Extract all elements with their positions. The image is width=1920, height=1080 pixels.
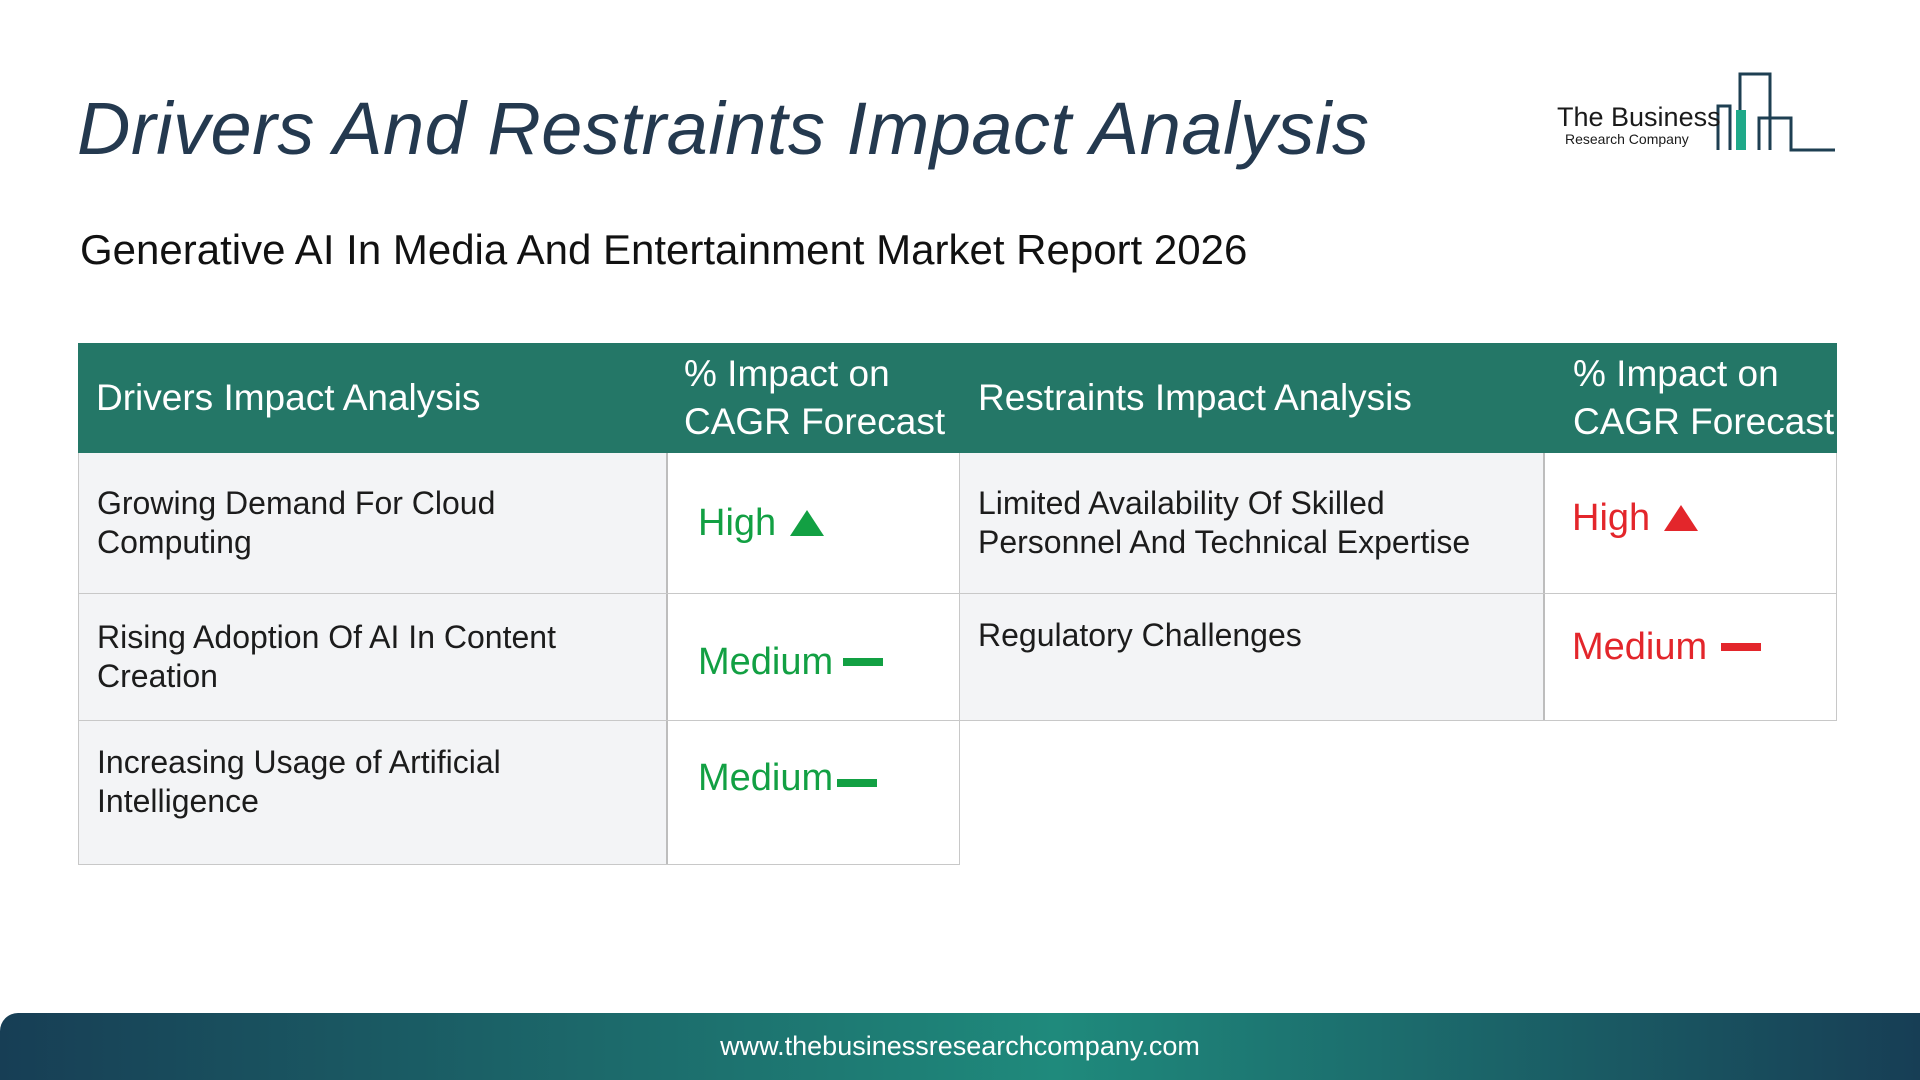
impact-cell: Medium	[1545, 594, 1837, 720]
drivers-impact-column-header: % Impact on CAGR Forecast	[684, 352, 946, 442]
table-row: Increasing Usage of Artificial Intellige…	[78, 721, 960, 865]
dash-icon	[1721, 643, 1762, 651]
table-row: Regulatory Challenges Medium	[960, 594, 1837, 721]
arrow-up-icon	[1664, 505, 1699, 531]
impact-label: Medium	[698, 757, 834, 799]
restraints-table-header: Restraints Impact Analysis % Impact on C…	[960, 343, 1837, 453]
table-row: Rising Adoption Of AI In Content Creatio…	[78, 594, 960, 721]
impact-label: Medium	[1572, 625, 1708, 668]
drivers-column-header: Drivers Impact Analysis	[96, 377, 481, 418]
arrow-up-icon	[790, 510, 825, 536]
restraints-table: Restraints Impact Analysis % Impact on C…	[960, 343, 1837, 721]
restraint-cell: Regulatory Challenges	[960, 594, 1545, 720]
dash-icon	[843, 658, 884, 666]
driver-cell: Rising Adoption Of AI In Content Creatio…	[78, 594, 668, 720]
impact-cell: High	[1545, 453, 1837, 593]
impact-cell: Medium	[668, 721, 960, 864]
bar-chart-logo-icon	[1716, 72, 1835, 152]
drivers-table: Drivers Impact Analysis % Impact on CAGR…	[78, 343, 960, 865]
drivers-table-header: Drivers Impact Analysis % Impact on CAGR…	[78, 343, 960, 453]
table-row: Limited Availability Of Skilled Personne…	[960, 453, 1837, 594]
page-subtitle: Generative AI In Media And Entertainment…	[80, 226, 1248, 273]
restraint-cell: Limited Availability Of Skilled Personne…	[960, 453, 1545, 593]
impact-cell: Medium	[668, 594, 960, 720]
page-title: Drivers And Restraints Impact Analysis	[77, 87, 1370, 170]
driver-cell: Growing Demand For Cloud Computing	[78, 453, 668, 593]
logo-name: The Business	[1557, 102, 1721, 132]
impact-label: High	[698, 501, 777, 544]
footer-bar: www.thebusinessresearchcompany.com	[0, 1013, 1920, 1080]
dash-icon	[837, 779, 878, 787]
table-row: Growing Demand For Cloud Computing High	[78, 453, 960, 594]
impact-cell: High	[668, 453, 960, 593]
company-logo: The Business Research Company	[1555, 68, 1835, 158]
restraints-column-header: Restraints Impact Analysis	[978, 377, 1412, 418]
footer-url[interactable]: www.thebusinessresearchcompany.com	[720, 1031, 1200, 1061]
impact-label: High	[1572, 496, 1651, 539]
logo-tagline: Research Company	[1565, 131, 1689, 147]
restraints-impact-column-header: % Impact on CAGR Forecast	[1573, 352, 1835, 442]
driver-cell: Increasing Usage of Artificial Intellige…	[78, 721, 668, 864]
impact-label: Medium	[698, 640, 834, 683]
